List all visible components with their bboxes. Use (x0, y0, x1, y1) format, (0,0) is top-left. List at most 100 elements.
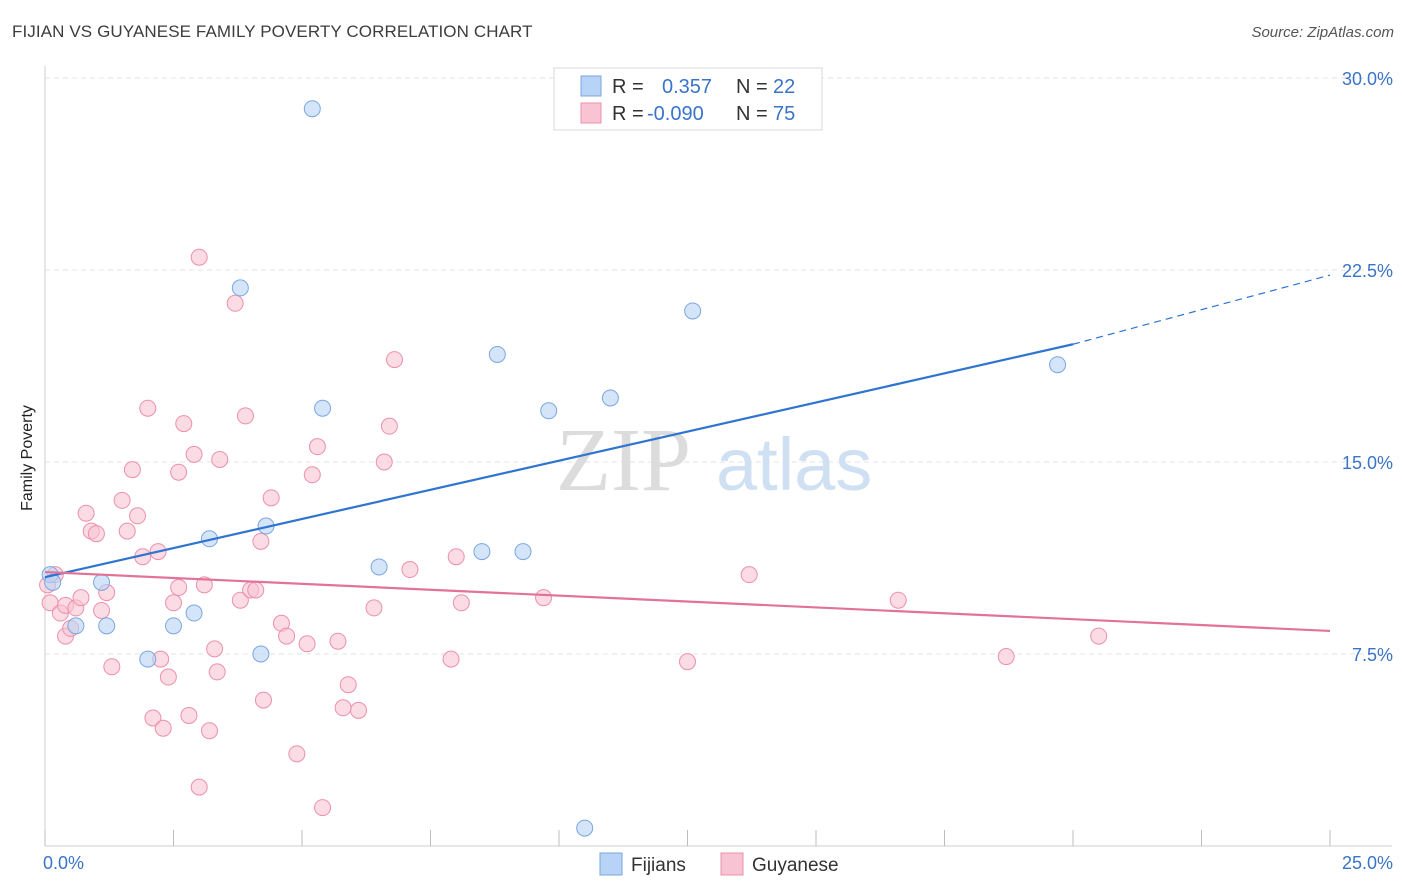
fijians-point (165, 617, 182, 635)
guyanese-point (159, 668, 177, 686)
legend-n-label: N = (736, 76, 768, 98)
fijians-point (44, 573, 62, 591)
guyanese-point (139, 399, 157, 417)
guyanese-point (740, 566, 758, 584)
guyanese-trend-line (44, 570, 1331, 633)
fijians-trend-line (44, 343, 1074, 579)
guyanese-point (380, 417, 398, 435)
legend-n-value-fijians: 22 (773, 76, 795, 98)
fijians-points (41, 100, 1067, 837)
watermark-zip: ZIP (556, 411, 691, 510)
fijians-trend-extension (1072, 274, 1331, 345)
fijians-point (185, 604, 203, 622)
fijians-point (488, 345, 506, 363)
guyanese-point (679, 653, 696, 671)
guyanese-point (350, 701, 368, 719)
guyanese-point (452, 594, 470, 612)
guyanese-point (72, 589, 90, 607)
guyanese-point (889, 591, 907, 609)
guyanese-point (190, 248, 208, 266)
series-legend: Fijians Guyanese (599, 852, 839, 876)
bottom-legend-label-guyanese: Guyanese (752, 855, 839, 876)
guyanese-point (447, 548, 465, 566)
fijians-point (601, 389, 619, 407)
legend-r-label: R = (612, 103, 644, 125)
guyanese-point (1090, 627, 1108, 645)
guyanese-point (288, 745, 306, 763)
y-tick-label: 22.5% (1342, 261, 1393, 281)
y-tick-label: 30.0% (1342, 69, 1393, 89)
fijians-point (139, 650, 157, 668)
guyanese-point (997, 648, 1015, 666)
guyanese-point (206, 640, 224, 658)
guyanese-point (93, 601, 111, 619)
chart-title: FIJIAN VS GUYANESE FAMILY POVERTY CORREL… (12, 22, 533, 41)
legend-n-value-guyanese: 75 (773, 103, 795, 125)
fijians-point (252, 645, 270, 663)
guyanese-point (144, 709, 162, 727)
y-tick-label: 7.5% (1352, 645, 1393, 665)
fijians-point (473, 543, 491, 561)
fijians-point (540, 402, 558, 420)
guyanese-point (195, 576, 213, 594)
legend-r-value-guyanese: -0.090 (647, 103, 704, 125)
legend-swatch-guyanese (580, 102, 602, 124)
guyanese-point (129, 507, 147, 525)
legend-r-label: R = (612, 76, 644, 98)
bottom-legend-label-fijians: Fijians (631, 855, 686, 876)
bottom-legend-swatch-guyanese (720, 852, 744, 876)
legend-r-value-fijians: 0.357 (662, 76, 712, 98)
guyanese-point (254, 691, 272, 709)
guyanese-point (303, 466, 321, 484)
guyanese-point (226, 294, 244, 312)
guyanese-point (329, 632, 347, 650)
guyanese-point (401, 561, 419, 579)
guyanese-point (123, 461, 141, 479)
guyanese-points (39, 248, 1108, 817)
guyanese-point (180, 706, 198, 724)
fijians-point (684, 302, 702, 320)
y-tick-label: 15.0% (1342, 453, 1393, 473)
guyanese-point (314, 799, 332, 817)
legend-n-label: N = (736, 103, 768, 125)
guyanese-point (200, 722, 218, 740)
guyanese-point (262, 489, 280, 507)
guyanese-point (375, 453, 393, 471)
guyanese-point (231, 591, 249, 609)
guyanese-point (386, 351, 404, 369)
guyanese-point (113, 491, 131, 509)
fijians-point (1049, 356, 1067, 374)
guyanese-point (175, 415, 193, 433)
guyanese-point (365, 599, 383, 617)
guyanese-point (278, 627, 296, 645)
grid-lines (45, 77, 1392, 655)
guyanese-point (252, 532, 270, 550)
fijians-point (93, 573, 111, 591)
correlation-legend: R = 0.357 N = 22 R = -0.090 N = 75 (553, 67, 823, 131)
guyanese-point (170, 578, 188, 596)
axes (44, 66, 1392, 847)
fijians-point (314, 399, 332, 417)
guyanese-point (165, 594, 182, 612)
guyanese-point (118, 522, 136, 540)
guyanese-point (211, 450, 229, 468)
watermark-atlas: atlas (716, 423, 872, 506)
guyanese-point (236, 407, 254, 425)
guyanese-point (77, 504, 95, 522)
legend-swatch-fijians (580, 75, 602, 97)
x-tick-label: 0.0% (43, 853, 84, 873)
guyanese-point (154, 719, 172, 737)
tick-labels: 7.5% 15.0% 22.5% 30.0% 0.0% 25.0% (43, 69, 1393, 873)
guyanese-point (185, 445, 203, 463)
guyanese-point (334, 699, 352, 717)
fijians-point (514, 543, 532, 561)
guyanese-point (535, 589, 553, 607)
fijians-point (98, 617, 116, 635)
guyanese-point (339, 676, 357, 694)
x-tick-label: 25.0% (1342, 853, 1393, 873)
watermark: ZIP atlas (556, 411, 872, 510)
fijians-point (67, 617, 85, 635)
guyanese-point (247, 581, 265, 599)
guyanese-point (208, 663, 226, 681)
